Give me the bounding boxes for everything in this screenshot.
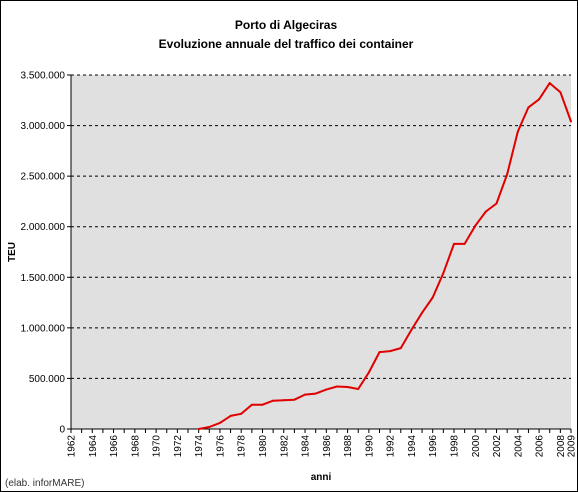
- series-layer: [197, 82, 572, 430]
- y-tick-labels: 0 500.000 1.000.000 1.500.000 2.000.000 2.500…: [21, 71, 71, 436]
- x-tick-label: 1998: [449, 435, 460, 458]
- x-tick-label: 1984: [301, 435, 312, 458]
- y-tick-label: 3.000.000: [21, 121, 66, 132]
- y-tick-label: 3.500.000: [21, 71, 66, 82]
- x-tick-label: 1964: [88, 435, 99, 458]
- x-tick-label: 1966: [109, 435, 120, 458]
- data-point: [442, 272, 445, 275]
- data-point: [378, 351, 381, 354]
- data-point: [527, 106, 530, 109]
- data-point: [421, 311, 424, 314]
- series-line-0: [198, 82, 572, 430]
- y-tick-label: 0: [59, 425, 65, 436]
- x-tick-label: 1974: [194, 435, 205, 458]
- x-tick-label: 1962: [67, 435, 78, 458]
- y-tick-label: 500.000: [29, 374, 66, 385]
- data-point: [325, 388, 328, 391]
- x-tick-label: 2004: [513, 435, 524, 458]
- data-point: [463, 242, 466, 245]
- y-tick-label: 2.500.000: [21, 172, 66, 183]
- x-tick-label: 1980: [258, 435, 269, 458]
- data-point: [548, 82, 551, 85]
- x-tick-label: 1990: [364, 435, 375, 458]
- axes: [70, 75, 571, 430]
- data-point: [240, 412, 243, 415]
- data-point: [559, 91, 562, 94]
- y-tick-label: 1.500.000: [21, 273, 66, 284]
- x-tick-label: 1994: [407, 435, 418, 458]
- x-tick-label: 1978: [237, 435, 248, 458]
- data-point: [484, 210, 487, 213]
- x-tick-label: 1992: [386, 435, 397, 458]
- x-tick-label: 1996: [428, 435, 439, 458]
- data-point: [367, 371, 370, 374]
- data-point: [452, 242, 455, 245]
- data-point: [431, 296, 434, 299]
- gridlines: [71, 74, 571, 379]
- y-tick-label: 2.000.000: [21, 222, 66, 233]
- data-point: [474, 224, 477, 227]
- data-point: [272, 399, 275, 402]
- chart-title: Porto di Algeciras: [235, 18, 338, 32]
- x-tick-label: 2000: [471, 435, 482, 458]
- x-tick-label: 1988: [343, 435, 354, 458]
- data-point: [314, 392, 317, 395]
- x-tick-label: 2006: [535, 435, 546, 458]
- x-tick-label: 1986: [322, 435, 333, 458]
- data-point: [389, 350, 392, 353]
- x-axis-title: anni: [311, 472, 332, 483]
- x-tick-label: 2002: [492, 435, 503, 458]
- x-tick-label: 2008: [556, 435, 567, 458]
- data-point: [516, 130, 519, 133]
- data-point: [538, 98, 541, 101]
- data-point: [346, 386, 349, 389]
- data-point: [410, 328, 413, 331]
- data-point: [495, 202, 498, 205]
- x-tick-label: 1972: [173, 435, 184, 458]
- x-tick-label: 1976: [215, 435, 226, 458]
- data-point: [506, 173, 509, 176]
- data-point: [304, 393, 307, 396]
- y-tick-label: 1.000.000: [21, 323, 66, 334]
- data-point: [208, 425, 211, 428]
- data-point: [197, 428, 200, 430]
- data-point: [399, 347, 402, 350]
- x-tick-labels: 1962 1964 1966 1968 1970 1972 1974 1976 1978 1980…: [67, 429, 578, 458]
- data-point: [250, 403, 253, 406]
- chart-subtitle: Evoluzione annuale del traffico dei cont…: [159, 37, 414, 51]
- plot-area: [71, 75, 571, 429]
- data-point: [229, 414, 232, 417]
- y-axis-title: TEU: [7, 242, 18, 262]
- x-tick-label: 1982: [279, 435, 290, 458]
- data-point: [570, 120, 572, 123]
- credit-note: (elab. inforMARE): [5, 478, 84, 489]
- data-point: [335, 385, 338, 388]
- data-point: [357, 388, 360, 391]
- x-tick-label: 2009: [567, 435, 578, 458]
- x-tick-label: 1968: [130, 435, 141, 458]
- data-point: [282, 399, 285, 402]
- data-point: [218, 421, 221, 424]
- data-point: [261, 403, 264, 406]
- x-tick-label: 1970: [152, 435, 163, 458]
- data-point: [293, 398, 296, 401]
